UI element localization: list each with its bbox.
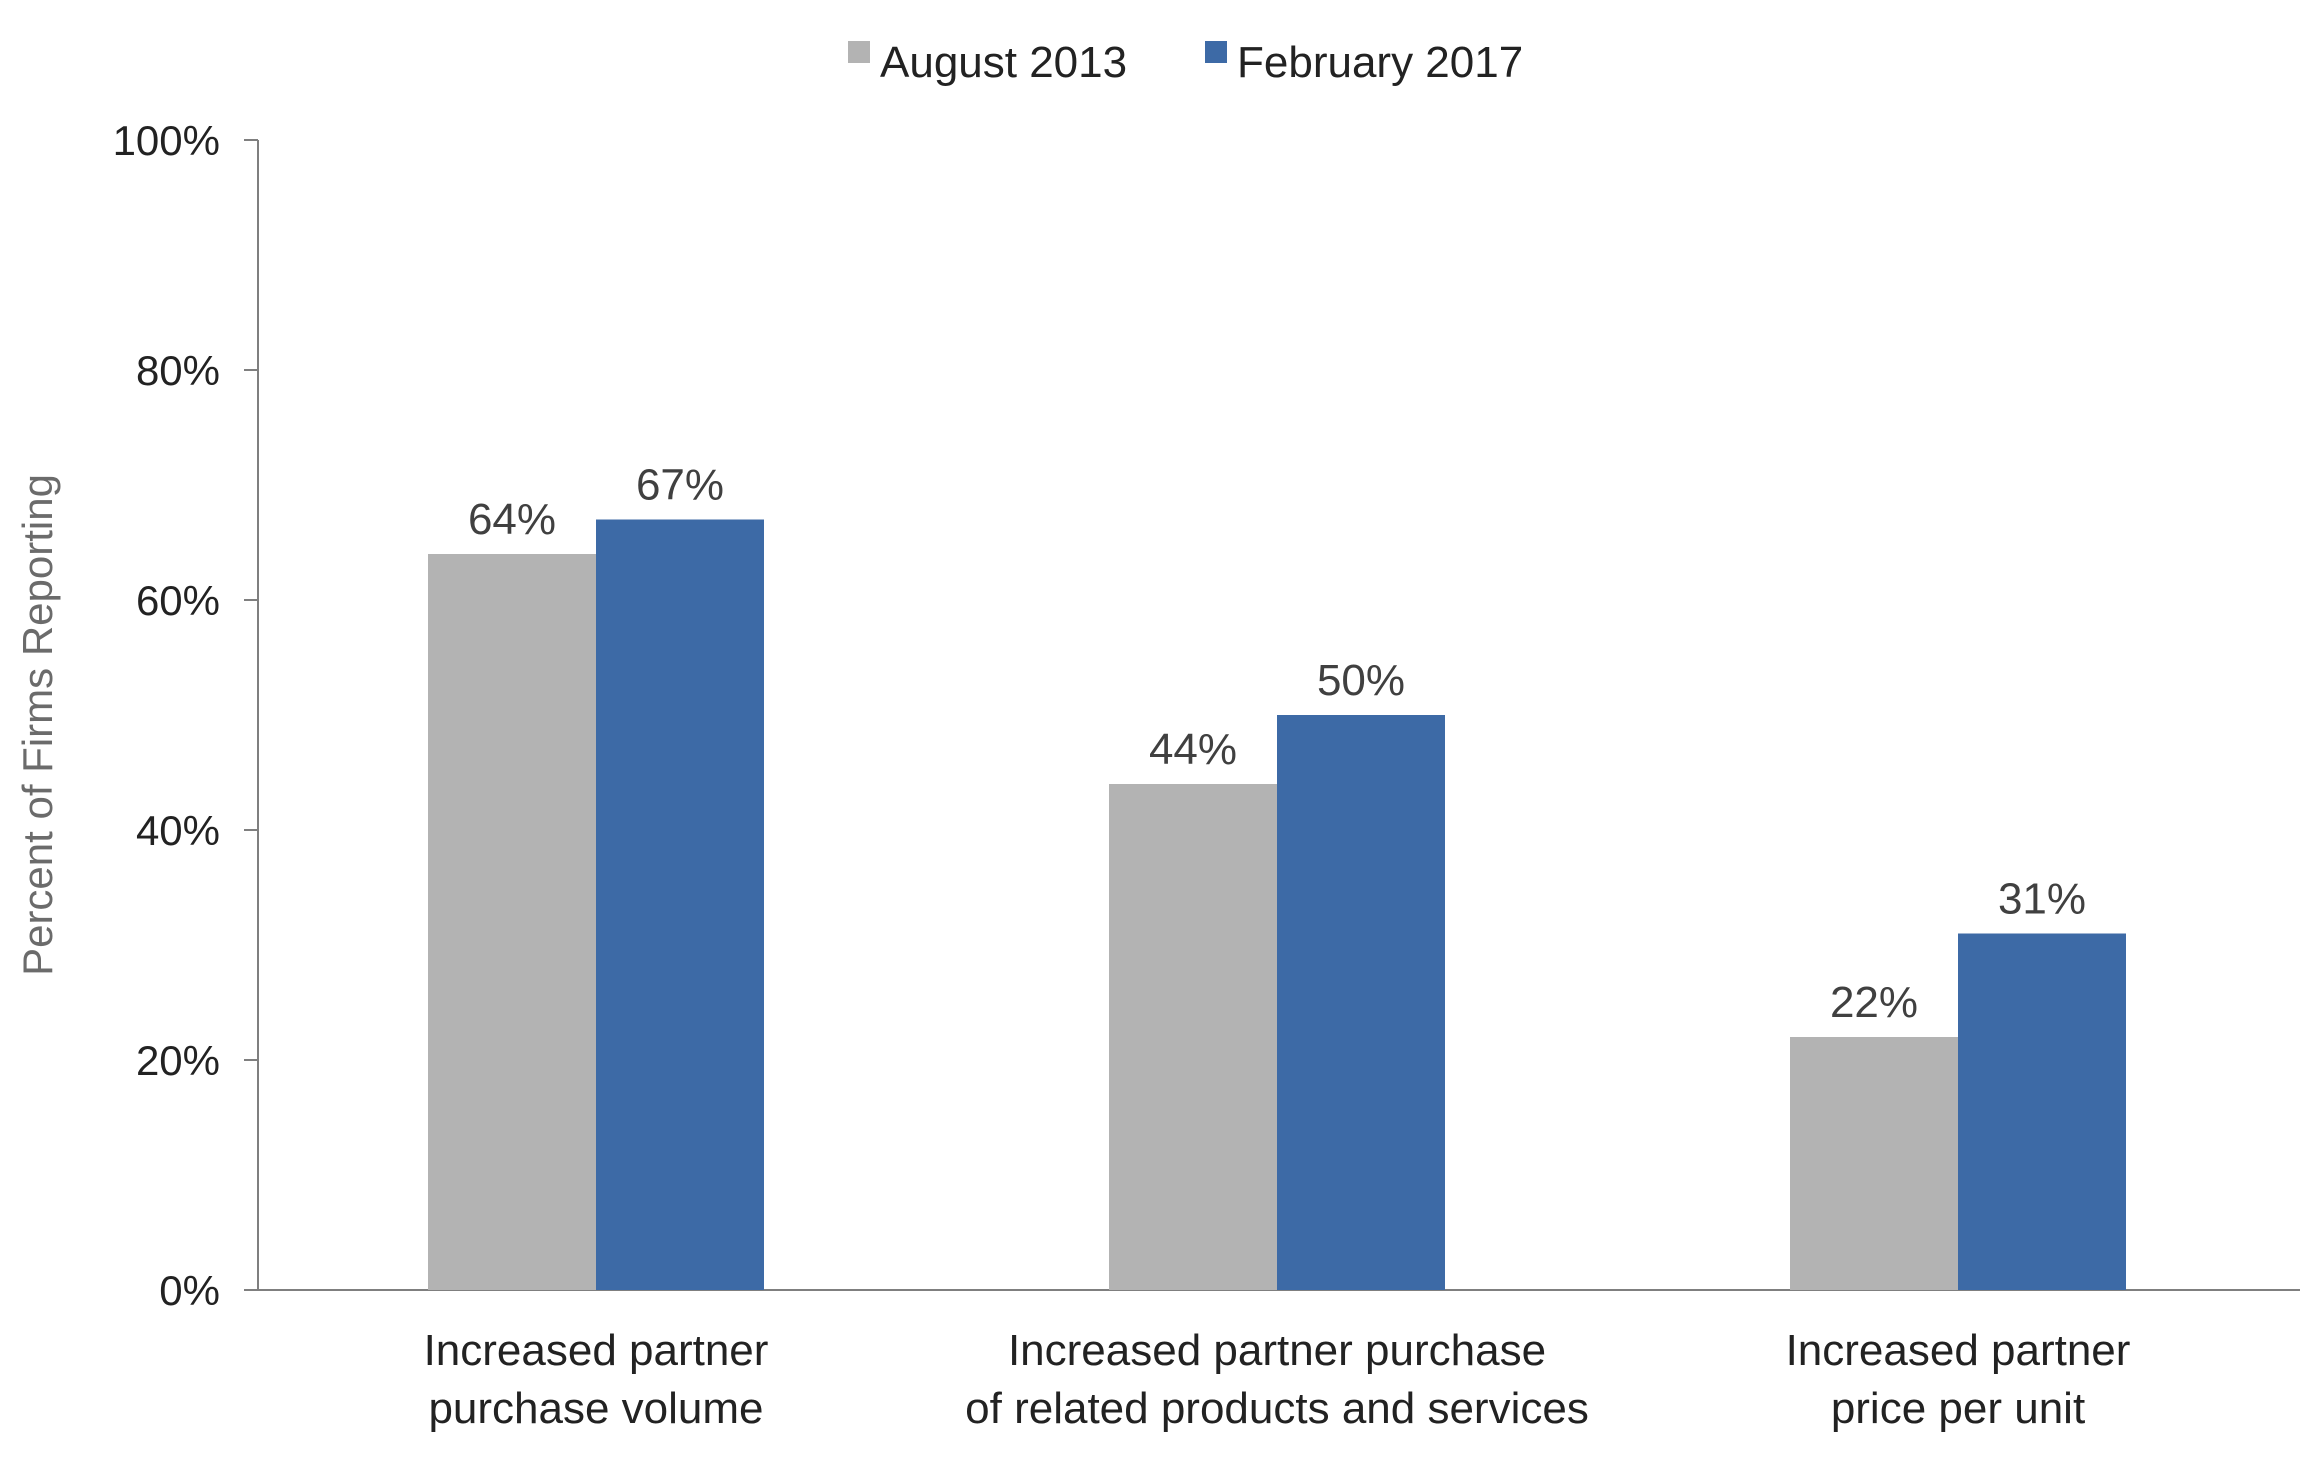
- y-axis-title: Percent of Firms Reporting: [14, 474, 61, 976]
- legend-marker-august-2013: [848, 41, 870, 63]
- y-tick-label: 60%: [136, 577, 220, 624]
- bar-february-2017: [1277, 715, 1445, 1290]
- data-label: 22%: [1830, 978, 1918, 1027]
- x-category-label: Increased partner: [1786, 1326, 2131, 1375]
- bar-february-2017: [1958, 933, 2126, 1290]
- data-label: 44%: [1149, 725, 1237, 774]
- data-label: 64%: [468, 495, 556, 544]
- y-tick-label: 100%: [113, 117, 220, 164]
- y-tick-label: 0%: [159, 1267, 220, 1314]
- bar-august-2013: [1790, 1037, 1958, 1290]
- bar-august-2013: [1109, 784, 1277, 1290]
- x-category-label: purchase volume: [428, 1384, 763, 1433]
- legend-marker-february-2017: [1205, 41, 1227, 63]
- data-label: 31%: [1998, 875, 2086, 924]
- x-category-label: price per unit: [1831, 1384, 2085, 1433]
- legend-label: February 2017: [1237, 38, 1523, 87]
- y-tick-label: 80%: [136, 347, 220, 394]
- data-label: 50%: [1317, 656, 1405, 705]
- y-tick-label: 20%: [136, 1037, 220, 1084]
- bar-february-2017: [596, 519, 764, 1290]
- y-tick-label: 40%: [136, 807, 220, 854]
- x-category-label: of related products and services: [965, 1384, 1589, 1433]
- legend-label: August 2013: [880, 38, 1127, 87]
- x-category-label: Increased partner: [424, 1326, 769, 1375]
- data-label: 67%: [636, 461, 724, 510]
- x-category-label: Increased partner purchase: [1008, 1326, 1546, 1375]
- bar-august-2013: [428, 554, 596, 1290]
